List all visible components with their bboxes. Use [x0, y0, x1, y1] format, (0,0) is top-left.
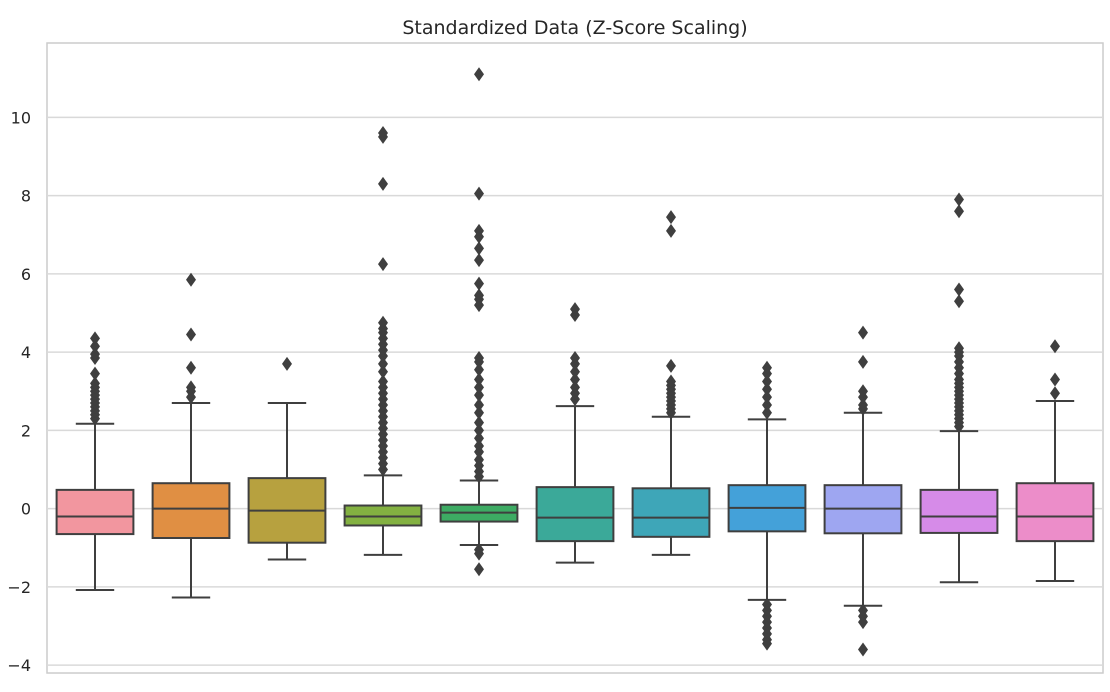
outlier-point: [1050, 386, 1060, 401]
box: [1015, 482, 1095, 543]
outlier-point: [570, 372, 580, 387]
box-group: [1015, 339, 1095, 583]
outlier-point: [474, 431, 484, 446]
outlier-point: [954, 294, 964, 309]
outlier-point: [474, 452, 484, 467]
outlier-point: [378, 374, 388, 389]
outlier-point: [474, 288, 484, 303]
outlier-point: [858, 354, 868, 369]
outlier-point: [570, 351, 580, 365]
outlier-point: [474, 362, 484, 377]
outlier-point: [666, 374, 676, 389]
outlier-point: [90, 331, 100, 346]
outlier-point: [570, 302, 580, 317]
box: [535, 486, 615, 543]
y-tick-label: 6: [21, 265, 31, 284]
box: [151, 482, 231, 539]
y-tick-labels: −4 −2 0 2 4 6 8 10: [7, 108, 31, 675]
outlier-point: [474, 423, 484, 438]
box-group: [535, 302, 615, 564]
outlier-point: [378, 356, 388, 371]
box-group: [439, 67, 519, 577]
outlier-point: [762, 636, 772, 651]
y-tick-label: 0: [21, 500, 31, 519]
outlier-point: [858, 325, 868, 340]
outlier-point: [378, 364, 388, 379]
outlier-point: [378, 126, 388, 140]
outlier-point: [474, 546, 484, 561]
y-tick-label: −2: [7, 578, 31, 597]
outlier-point: [858, 397, 868, 412]
outlier-point: [474, 67, 484, 82]
outlier-point: [474, 562, 484, 577]
box-group: [727, 360, 807, 651]
outlier-point: [858, 615, 868, 630]
outlier-point: [762, 382, 772, 397]
chart-title: Standardized Data (Z-Score Scaling): [402, 17, 747, 39]
outlier-point: [474, 415, 484, 430]
box-group: [343, 126, 423, 556]
outlier-point: [1050, 372, 1060, 387]
outlier-point: [474, 253, 484, 268]
box-group: [919, 192, 999, 584]
outlier-point: [666, 223, 676, 238]
box-group: [247, 356, 327, 561]
outlier-point: [90, 376, 100, 391]
box-group: [151, 272, 231, 599]
outlier-point: [762, 360, 772, 375]
outlier-point: [762, 374, 772, 389]
outlier-point: [474, 380, 484, 395]
outlier-point: [378, 257, 388, 272]
outlier-point: [90, 366, 100, 381]
outlier-point: [858, 642, 868, 657]
outlier-point: [1050, 339, 1060, 354]
outlier-point: [474, 372, 484, 387]
box-group: [55, 331, 135, 592]
y-tick-label: 8: [21, 187, 31, 206]
y-tick-label: 2: [21, 421, 31, 440]
outlier-point: [90, 339, 100, 354]
outlier-point: [474, 351, 484, 365]
box: [55, 488, 135, 536]
outlier-point: [474, 397, 484, 412]
outlier-point: [186, 272, 196, 287]
outlier-point: [954, 204, 964, 219]
outlier-point: [474, 276, 484, 291]
outlier-point: [186, 380, 196, 395]
outlier-point: [474, 439, 484, 454]
outlier-point: [474, 223, 484, 238]
outlier-point: [762, 397, 772, 412]
boxes: [55, 67, 1095, 657]
box-group: [631, 210, 711, 556]
outlier-point: [378, 315, 388, 330]
outlier-point: [474, 405, 484, 420]
outlier-point: [858, 384, 868, 399]
outlier-point: [474, 241, 484, 256]
outlier-point: [762, 390, 772, 405]
outlier-point: [666, 210, 676, 225]
y-tick-label: −4: [7, 656, 31, 675]
box: [631, 487, 711, 538]
outlier-point: [666, 358, 676, 373]
box-group: [823, 325, 903, 657]
outlier-point: [570, 364, 580, 379]
outlier-point: [954, 341, 964, 356]
outlier-point: [90, 347, 100, 362]
outlier-point: [186, 327, 196, 342]
outlier-point: [762, 405, 772, 420]
outlier-point: [954, 282, 964, 297]
outlier-point: [954, 192, 964, 207]
outlier-point: [570, 380, 580, 395]
box: [919, 488, 999, 534]
y-tick-label: 4: [21, 343, 31, 362]
outlier-point: [474, 388, 484, 403]
outlier-point: [474, 186, 484, 201]
outlier-point: [186, 360, 196, 375]
outlier-point: [378, 176, 388, 191]
outlier-point: [282, 356, 292, 371]
y-tick-label: 10: [11, 108, 31, 127]
